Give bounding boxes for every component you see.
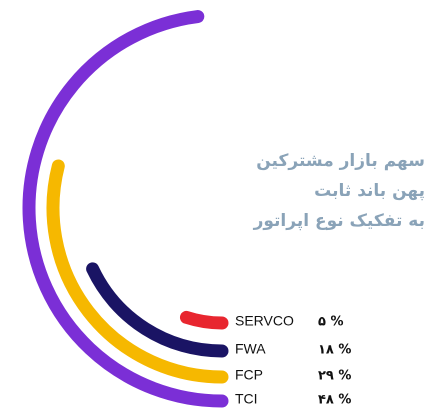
value-label: ۱۸ %: [318, 343, 351, 358]
legend-label: FCP: [235, 367, 263, 383]
title-line: پهن باند ثابت: [314, 181, 425, 201]
legend-label: SERVCO: [235, 313, 294, 329]
arc-bar: [86, 262, 229, 358]
legend-label: TCI: [235, 391, 258, 407]
chart-title: سهم بازار مشترکین پهن باند ثابت به تفکیک…: [185, 146, 425, 236]
title-line: سهم بازار مشترکین: [256, 151, 425, 171]
legend-label: FWA: [235, 341, 266, 357]
value-label: ۴۸ %: [318, 393, 351, 408]
title-line: به تفکیک نوع اپراتور: [253, 211, 425, 231]
arc-bar: [46, 159, 229, 384]
arc-bar: [179, 310, 229, 330]
arc-bar: [22, 10, 229, 408]
value-label: ۵ %: [318, 315, 344, 330]
value-label: ۲۹ %: [318, 369, 351, 384]
